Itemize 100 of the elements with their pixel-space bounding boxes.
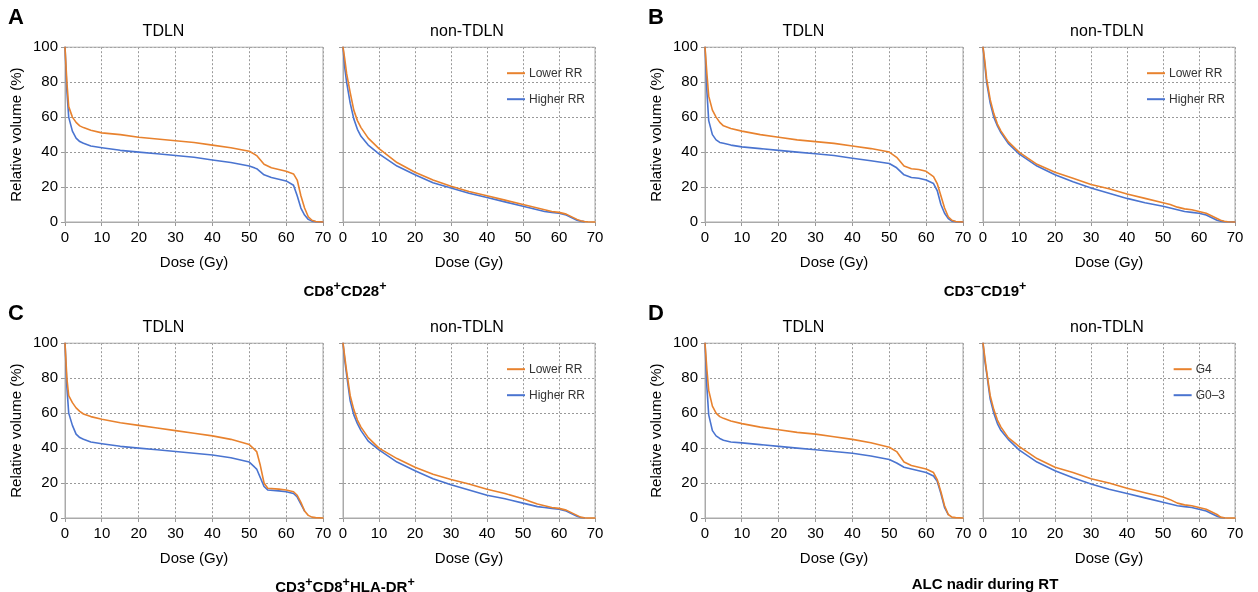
chart-title: non-TDLN [430, 318, 504, 336]
legend-label: G4 [1195, 361, 1212, 376]
y-tick-label: 80 [681, 72, 699, 90]
chart-title: TDLN [782, 318, 825, 336]
text: A [8, 4, 24, 30]
y-tick-label: 40 [681, 438, 699, 456]
legend-label: G0–3 [1195, 387, 1226, 402]
chart-title: TDLN [142, 22, 185, 40]
y-tick-label: 20 [681, 473, 699, 491]
x-tick-label: 50 [880, 228, 898, 246]
x-tick-label: 40 [1118, 228, 1136, 246]
legend-label: Higher RR [1168, 91, 1226, 106]
y-tick-label: 0 [49, 508, 59, 526]
y-tick-label: 40 [41, 142, 59, 160]
y-tick-label: 0 [49, 212, 59, 230]
x-tick-label: 60 [1190, 228, 1208, 246]
x-axis-title: Dose (Gy) [434, 253, 504, 271]
x-tick-label: 70 [314, 228, 332, 246]
x-tick-label: 30 [442, 524, 460, 542]
x-axis-title: Dose (Gy) [1074, 253, 1144, 271]
x-tick-label: 30 [442, 228, 460, 246]
x-tick-label: 20 [1046, 524, 1064, 542]
x-tick-label: 0 [338, 228, 348, 246]
x-tick-label: 10 [370, 524, 388, 542]
x-tick-label: 60 [917, 524, 935, 542]
x-tick-label: 40 [478, 228, 496, 246]
y-tick-label: 60 [681, 403, 699, 421]
x-tick-label: 10 [370, 228, 388, 246]
x-tick-label: 10 [733, 228, 751, 246]
x-axis-title: Dose (Gy) [1074, 549, 1144, 567]
x-tick-label: 10 [93, 228, 111, 246]
x-tick-label: 50 [514, 524, 532, 542]
x-tick-label: 20 [770, 524, 788, 542]
x-tick-label: 70 [586, 228, 604, 246]
y-axis-title: Relative volume (%) [7, 363, 25, 498]
x-tick-label: 40 [844, 228, 861, 246]
chart-title: non-TDLN [1070, 318, 1144, 336]
y-tick-label: 40 [41, 438, 59, 456]
y-axis-title: Relative volume (%) [7, 67, 25, 202]
x-axis-title: Dose (Gy) [159, 253, 229, 271]
y-axis-title: Relative volume (%) [647, 67, 665, 202]
x-tick-label: 40 [478, 524, 496, 542]
y-tick-label: 80 [681, 368, 699, 386]
chart-title: TDLN [782, 22, 825, 40]
x-tick-label: 70 [586, 524, 604, 542]
x-tick-label: 30 [807, 524, 824, 542]
x-axis-title: Dose (Gy) [159, 549, 229, 567]
chart-title: TDLN [142, 318, 185, 336]
text: C [8, 300, 24, 326]
x-axis-title: Dose (Gy) [799, 549, 869, 567]
text: B [648, 4, 664, 30]
y-tick-label: 20 [41, 473, 59, 491]
x-tick-label: 70 [314, 524, 332, 542]
legend-label: Lower RR [1168, 65, 1223, 80]
x-tick-label: 50 [1154, 228, 1172, 246]
legend-label: Higher RR [528, 91, 586, 106]
y-tick-label: 100 [33, 333, 59, 351]
text: CD3$^{–}$CD19$^{+}$ [942, 279, 1028, 299]
x-axis-title: Dose (Gy) [434, 549, 504, 567]
y-tick-label: 80 [41, 368, 59, 386]
x-tick-label: 0 [978, 228, 988, 246]
x-tick-label: 0 [700, 228, 710, 246]
x-tick-label: 0 [700, 524, 710, 542]
chart-title: non-TDLN [430, 22, 504, 40]
y-tick-label: 60 [41, 403, 59, 421]
x-tick-label: 0 [60, 228, 70, 246]
legend-label: Higher RR [528, 387, 586, 402]
x-tick-label: 20 [1046, 228, 1064, 246]
text: ALC nadir during RT [910, 575, 1060, 592]
x-tick-label: 70 [1226, 228, 1244, 246]
x-tick-label: 30 [167, 228, 184, 246]
x-tick-label: 70 [1226, 524, 1244, 542]
x-tick-label: 0 [338, 524, 348, 542]
legend-label: Lower RR [528, 65, 583, 80]
x-tick-label: 60 [917, 228, 935, 246]
x-tick-label: 60 [1190, 524, 1208, 542]
x-tick-label: 20 [130, 228, 148, 246]
y-tick-label: 0 [689, 508, 699, 526]
x-axis-title: Dose (Gy) [799, 253, 869, 271]
y-tick-label: 80 [41, 72, 59, 90]
x-tick-label: 60 [277, 228, 295, 246]
text: CD8$^{+}$CD28$^{+}$ [302, 279, 388, 299]
x-tick-label: 20 [130, 524, 148, 542]
x-tick-label: 60 [277, 524, 295, 542]
y-tick-label: 100 [673, 37, 699, 55]
x-tick-label: 30 [167, 524, 184, 542]
x-tick-label: 60 [550, 228, 568, 246]
x-tick-label: 10 [733, 524, 751, 542]
x-tick-label: 0 [978, 524, 988, 542]
x-tick-label: 10 [1010, 228, 1028, 246]
x-tick-label: 20 [770, 228, 788, 246]
x-tick-label: 30 [1082, 524, 1100, 542]
x-tick-label: 70 [954, 228, 972, 246]
y-tick-label: 60 [41, 107, 59, 125]
x-tick-label: 50 [240, 228, 258, 246]
y-tick-label: 100 [673, 333, 699, 351]
x-tick-label: 20 [406, 524, 424, 542]
y-tick-label: 0 [689, 212, 699, 230]
y-axis-title: Relative volume (%) [647, 363, 665, 498]
x-tick-label: 0 [60, 524, 70, 542]
